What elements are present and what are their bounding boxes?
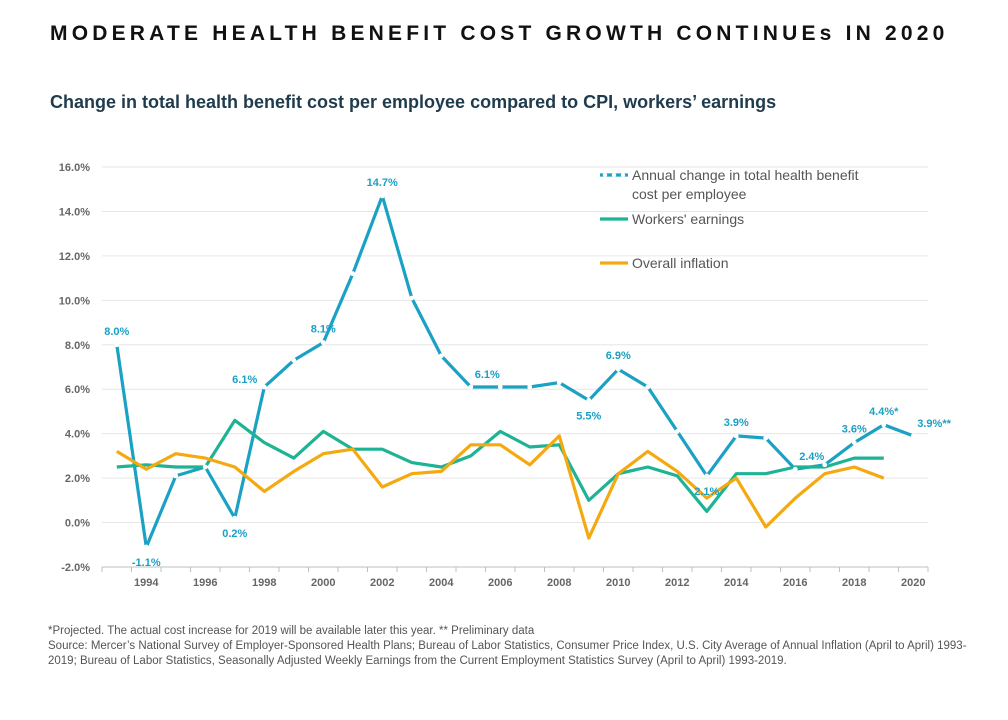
data-label: 8.0% [104, 326, 129, 338]
footnotes: *Projected. The actual cost increase for… [48, 624, 968, 669]
x-tick-label: 2002 [370, 577, 394, 589]
series-point [527, 384, 533, 390]
series-line-0 [115, 194, 914, 549]
x-tick-label: 1994 [134, 577, 159, 589]
data-label: 8.1% [311, 324, 336, 336]
x-tick-label: 1996 [193, 577, 217, 589]
data-label: 5.5% [576, 410, 601, 422]
x-tick-label: 2004 [429, 577, 454, 589]
series-point [851, 440, 857, 445]
series-point [409, 295, 415, 301]
data-label: 6.1% [232, 374, 257, 386]
series-point [792, 466, 798, 472]
series-point [350, 271, 356, 277]
y-tick-label: 10.0% [59, 295, 90, 307]
series-point [143, 544, 149, 550]
series-point [733, 433, 739, 439]
legend-label: Annual change in total health benefit cos… [632, 167, 859, 202]
series-point [615, 366, 621, 372]
series-point [320, 340, 326, 345]
legend-swatch-point [611, 172, 617, 178]
series-point [468, 384, 474, 390]
x-axis-ticks: 1994 1996 1998 2000 2002 2004 2006 2008 2010 2012… [101, 566, 929, 589]
y-tick-label: 8.0% [65, 340, 90, 352]
y-axis-ticks: -2.0% 0.0% 2.0% 4.0% 6.0% 8.0% 10.0% 12.0% 14.0%… [59, 162, 90, 574]
data-label: 4.4%* [869, 406, 899, 418]
series-point [910, 433, 916, 439]
series-point [704, 473, 710, 479]
line-chart: -2.0% 0.0% 2.0% 4.0% 6.0% 8.0% 10.0% 12.0% 14.0%… [59, 162, 952, 589]
series-point [763, 435, 769, 441]
data-label: 6.1% [475, 369, 500, 381]
data-label: 6.9% [606, 350, 631, 362]
series-point [232, 515, 238, 521]
series-point [173, 473, 179, 479]
data-label: 2.4% [799, 451, 824, 463]
gridlines [102, 166, 928, 524]
x-tick-label: 2016 [783, 577, 807, 589]
series-point [438, 353, 444, 359]
series-point [881, 422, 887, 428]
data-label: 2.1% [694, 486, 719, 498]
data-labels: 8.0% -1.1% 0.2% 6.1% 8.1% 14.7% 6.1% 5.5% 6.9% 2.… [104, 177, 951, 569]
y-tick-label: -2.0% [61, 562, 90, 574]
legend-swatch-point [602, 172, 608, 178]
series-point [822, 462, 828, 468]
legend-label: Workers' earnings [632, 211, 744, 227]
series-point [497, 384, 503, 390]
legend: Annual change in total health benefit cos… [600, 167, 859, 271]
legend-swatch-point [620, 172, 626, 178]
x-tick-label: 2014 [724, 577, 749, 589]
projection-note: *Projected. The actual cost increase for… [48, 625, 535, 637]
series-point [261, 384, 267, 390]
legend-label: Overall inflation [632, 255, 729, 271]
data-label: 0.2% [222, 528, 247, 540]
y-tick-label: 4.0% [65, 429, 90, 441]
series-point [114, 342, 120, 348]
y-tick-label: 6.0% [65, 384, 90, 396]
chart-title: MODERATE HEALTH BENEFIT COST GROWTH CONT… [50, 22, 949, 45]
series-point [586, 397, 592, 403]
x-tick-label: 2020 [901, 577, 925, 589]
source-note: Source: Mercer’s National Survey of Empl… [48, 640, 967, 667]
y-tick-label: 0.0% [65, 518, 90, 530]
data-label: 14.7% [367, 177, 398, 189]
series-line-1 [116, 418, 884, 513]
chart-subtitle: Change in total health benefit cost per … [50, 92, 777, 112]
x-tick-label: 2010 [606, 577, 630, 589]
data-label: 3.9% [724, 417, 749, 429]
series-point [556, 380, 562, 385]
series-line-2 [115, 434, 885, 540]
series-point [202, 464, 208, 470]
series-point [291, 357, 297, 363]
data-label: 3.9%** [917, 418, 951, 430]
data-label: -1.1% [132, 557, 161, 569]
y-tick-label: 16.0% [59, 162, 90, 174]
x-tick-label: 2008 [547, 577, 571, 589]
y-tick-label: 14.0% [59, 206, 90, 218]
x-tick-label: 2012 [665, 577, 689, 589]
series-point [645, 384, 651, 390]
series-point [674, 429, 680, 434]
x-tick-label: 2000 [311, 577, 335, 589]
x-tick-label: 2018 [842, 577, 866, 589]
y-tick-label: 2.0% [65, 473, 90, 485]
data-label: 3.6% [842, 424, 867, 436]
x-tick-label: 1998 [252, 577, 276, 589]
series-lines [114, 193, 916, 550]
y-tick-label: 12.0% [59, 251, 90, 263]
x-tick-label: 2006 [488, 577, 512, 589]
series-point [379, 193, 385, 199]
